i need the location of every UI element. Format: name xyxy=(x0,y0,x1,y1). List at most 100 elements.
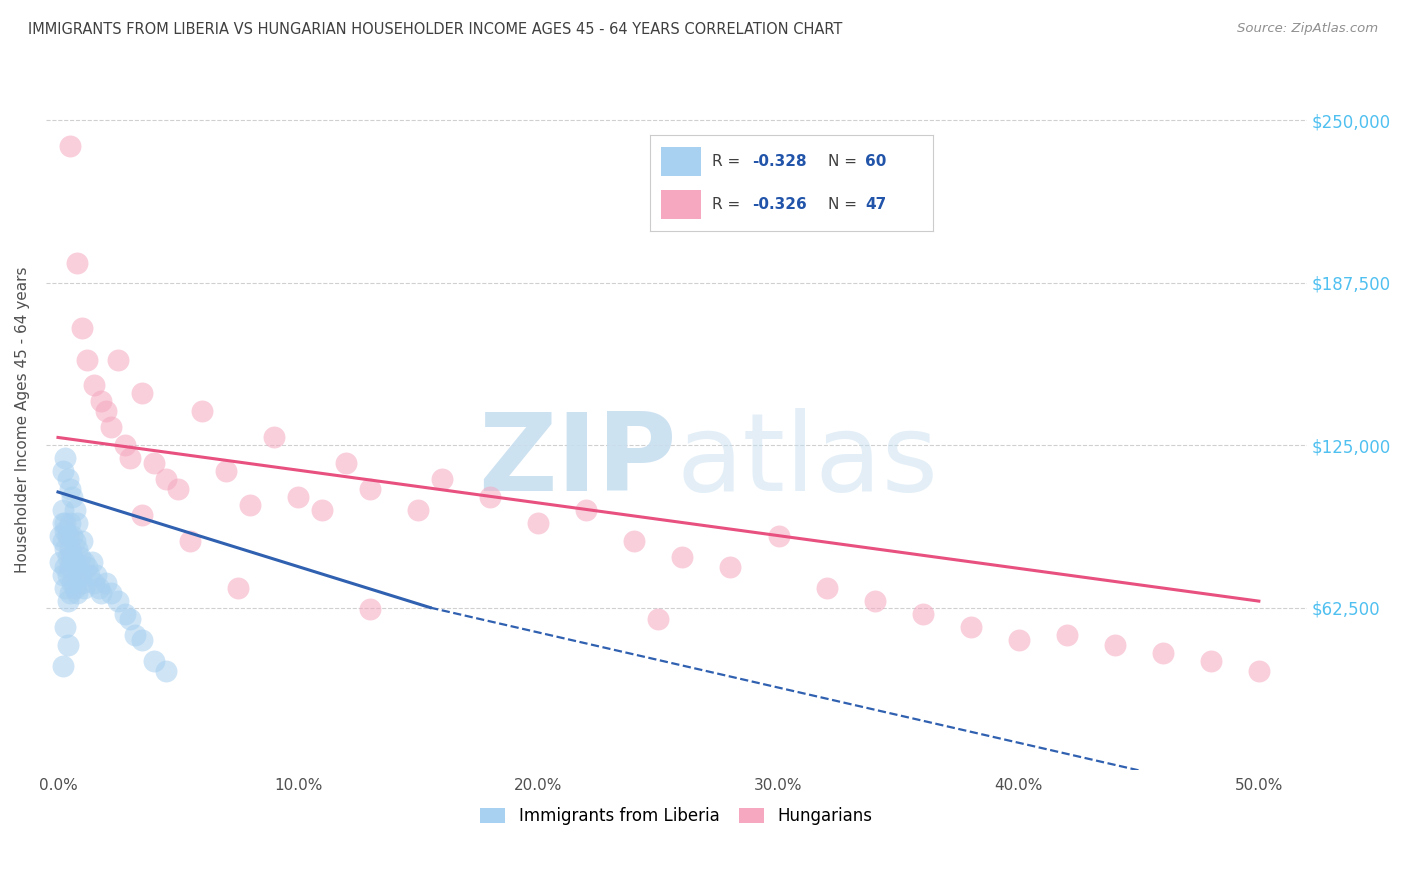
Point xyxy=(73,555,96,569)
Point xyxy=(77,568,100,582)
Point xyxy=(76,352,98,367)
Point xyxy=(76,560,98,574)
Point xyxy=(56,549,79,564)
Point xyxy=(768,529,790,543)
Text: R =: R = xyxy=(711,197,745,212)
Point xyxy=(53,581,76,595)
Point xyxy=(52,568,75,582)
Point xyxy=(86,568,108,582)
Point xyxy=(239,498,262,512)
Point xyxy=(56,472,79,486)
Text: 47: 47 xyxy=(865,197,886,212)
Point xyxy=(90,586,112,600)
Point xyxy=(66,516,89,531)
Point xyxy=(59,483,82,497)
Text: ZIP: ZIP xyxy=(478,409,676,515)
Point xyxy=(94,404,117,418)
Point xyxy=(131,633,153,648)
Point xyxy=(52,464,75,478)
Point xyxy=(66,256,89,270)
Point xyxy=(63,503,86,517)
Point xyxy=(863,594,886,608)
Point xyxy=(359,483,381,497)
Point xyxy=(623,534,645,549)
Point xyxy=(60,529,83,543)
Point xyxy=(226,581,249,595)
Point xyxy=(191,404,214,418)
Text: N =: N = xyxy=(828,154,862,169)
Point xyxy=(263,430,285,444)
Point xyxy=(70,576,93,591)
Point xyxy=(1104,638,1126,652)
Point xyxy=(53,542,76,557)
Point xyxy=(52,534,75,549)
Point xyxy=(63,555,86,569)
Point xyxy=(59,139,82,153)
Point xyxy=(720,560,742,574)
Text: Source: ZipAtlas.com: Source: ZipAtlas.com xyxy=(1237,22,1378,36)
Point xyxy=(143,457,166,471)
Point xyxy=(59,516,82,531)
Point xyxy=(66,560,89,574)
Point xyxy=(335,457,357,471)
Point xyxy=(66,542,89,557)
Point xyxy=(671,549,693,564)
Point xyxy=(131,508,153,523)
Point xyxy=(107,352,129,367)
Point xyxy=(311,503,333,517)
Point xyxy=(406,503,429,517)
Point xyxy=(53,620,76,634)
Point xyxy=(143,654,166,668)
Point xyxy=(56,594,79,608)
Point xyxy=(56,529,79,543)
Point xyxy=(959,620,981,634)
Point xyxy=(70,321,93,335)
Legend: Immigrants from Liberia, Hungarians: Immigrants from Liberia, Hungarians xyxy=(481,806,873,825)
Point xyxy=(59,586,82,600)
Point xyxy=(87,581,110,595)
Point xyxy=(1056,628,1078,642)
Point xyxy=(69,549,91,564)
Point xyxy=(73,581,96,595)
Bar xyxy=(661,190,700,219)
Point xyxy=(60,549,83,564)
Point xyxy=(56,568,79,582)
Point xyxy=(131,386,153,401)
Point xyxy=(70,534,93,549)
Point xyxy=(118,451,141,466)
Text: R =: R = xyxy=(711,154,745,169)
Point xyxy=(53,560,76,574)
Point xyxy=(52,516,75,531)
Point xyxy=(114,438,136,452)
Text: IMMIGRANTS FROM LIBERIA VS HUNGARIAN HOUSEHOLDER INCOME AGES 45 - 64 YEARS CORRE: IMMIGRANTS FROM LIBERIA VS HUNGARIAN HOU… xyxy=(28,22,842,37)
Point xyxy=(432,472,454,486)
Point xyxy=(63,581,86,595)
Text: -0.326: -0.326 xyxy=(752,197,807,212)
Point xyxy=(52,659,75,673)
Point xyxy=(359,602,381,616)
Point xyxy=(167,483,190,497)
Point xyxy=(107,594,129,608)
Y-axis label: Householder Income Ages 45 - 64 years: Householder Income Ages 45 - 64 years xyxy=(15,266,30,573)
Point xyxy=(53,451,76,466)
Point xyxy=(287,490,309,504)
Point xyxy=(63,534,86,549)
Point xyxy=(94,576,117,591)
Point xyxy=(575,503,598,517)
Point xyxy=(83,378,105,392)
Point xyxy=(479,490,502,504)
Point xyxy=(60,490,83,504)
Point xyxy=(100,586,122,600)
Point xyxy=(56,638,79,652)
Point xyxy=(83,576,105,591)
Point xyxy=(49,555,72,569)
Point xyxy=(527,516,550,531)
Point xyxy=(100,420,122,434)
Point xyxy=(155,472,177,486)
Text: N =: N = xyxy=(828,197,862,212)
Point xyxy=(53,516,76,531)
Point xyxy=(1008,633,1031,648)
Point xyxy=(90,394,112,409)
Point xyxy=(59,542,82,557)
Point xyxy=(815,581,838,595)
